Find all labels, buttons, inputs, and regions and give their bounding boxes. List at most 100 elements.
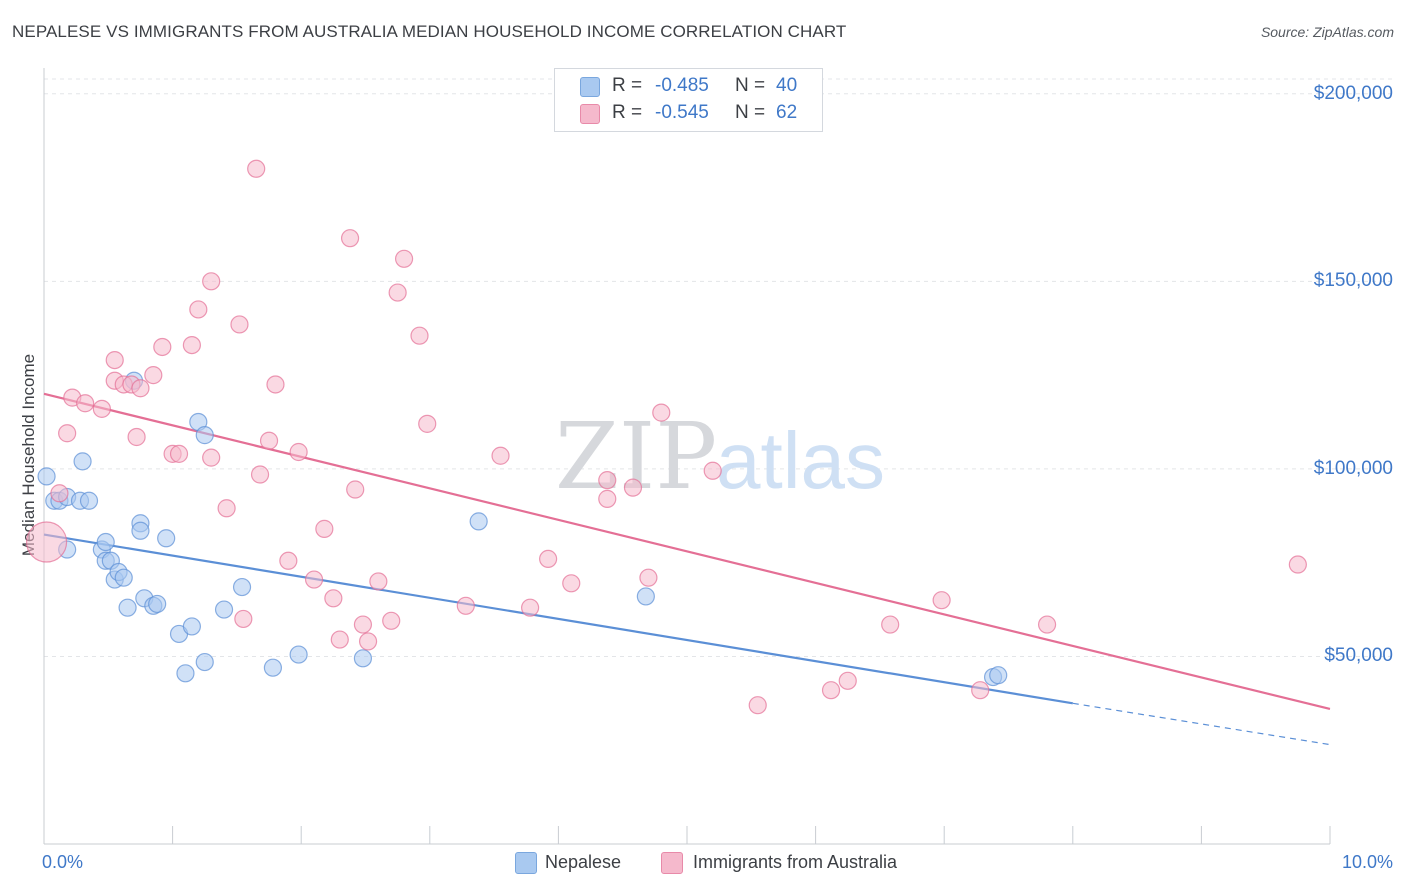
australia-point [652,403,671,422]
trend-line [43,392,1331,711]
stats-n-value: 62 [776,102,798,123]
australia-point [1288,555,1307,574]
australia-point [598,471,617,490]
australia-point [259,431,279,450]
australia-point [369,572,388,591]
stats-swatch-australia [580,104,600,124]
x-tick-label-min: 0.0% [42,852,84,872]
australia-point [748,696,767,715]
australia-point [58,424,77,443]
nepalese-point [131,521,150,540]
trend-lines [43,392,1331,746]
australia-point [346,480,365,499]
stats-swatch-nepalese [580,77,600,97]
nepalese-point [195,652,214,672]
trend-line-extension [1072,702,1331,746]
y-tick-label: $100,000 [1313,457,1393,479]
australia-point [539,549,558,569]
nepalese-point [96,532,115,552]
australia-point [279,551,298,570]
legend-swatch-nepalese [515,852,537,874]
nepalese-point [176,664,195,683]
australia-point [92,399,111,418]
australia-point [418,414,437,433]
y-tick-label: $200,000 [1313,82,1393,104]
australia-point [838,671,857,690]
australia-point [562,574,581,593]
australia-point [353,615,373,634]
legend-label-nepalese: Nepalese [545,852,622,872]
australia-point [456,596,475,615]
nepalese-point [989,666,1008,685]
nepalese-point [353,649,373,668]
australia-point [189,300,208,319]
australia-point [382,611,401,630]
australia-point [234,609,253,629]
australia-point [144,365,163,385]
nepalese-point [157,529,176,548]
australia-point [169,444,189,463]
australia-point [623,478,643,497]
australia-point [971,681,990,700]
y-tick-label: $50,000 [1324,645,1393,667]
nepalese-point [73,452,92,471]
australia-point [230,315,249,334]
stats-r-label: R = [612,75,643,96]
y-tick-label: $150,000 [1313,270,1393,292]
australia-point [639,568,658,587]
australia-point [127,427,146,447]
australia-point [881,615,900,634]
australia-point [76,394,95,413]
australia-point [358,632,378,651]
grid-lines [44,78,1395,657]
nepalese-point [263,658,283,677]
australia-point [388,283,407,302]
australia-point [25,521,68,563]
nepalese-point [636,587,655,606]
nepalese-point [79,491,99,510]
australia-point [202,272,221,291]
australia-point [217,499,236,518]
australia-point [131,379,150,398]
nepalese-point [469,512,488,531]
source-label: Source: ZipAtlas.com [1260,24,1394,40]
legend-swatch-australia [661,852,683,874]
trend-line [43,533,1073,705]
australia-point [202,448,221,467]
nepalese-point [232,577,252,597]
australia-point [315,519,334,538]
nepalese-point [114,568,133,587]
australia-point [153,337,172,357]
australia-point [1037,615,1057,634]
australia-point [521,598,540,617]
australia-point [50,484,69,503]
nepalese-point [118,598,137,617]
australia-point [821,681,841,700]
stats-n-label: N = [735,75,766,96]
legend-label-australia: Immigrants from Australia [693,852,898,872]
australia-point [250,465,270,484]
australia-point [324,589,343,608]
nepalese-point [289,645,308,664]
stats-box: R = -0.485 N = 40 R = -0.545 N = 62 [554,68,823,132]
stats-n-label: N = [735,102,766,123]
australia-point [491,446,510,465]
axes [43,68,1331,845]
nepalese-point [182,617,201,636]
stats-n-value: 40 [776,75,798,96]
australia-point [247,159,266,178]
australia-point [932,591,951,610]
australia-point [410,326,429,345]
australia-point [304,570,324,589]
australia-point [105,350,124,370]
australia-point [289,442,308,462]
australia-point [394,249,414,268]
australia-point [182,335,201,355]
australia-point [330,630,349,649]
stats-r-value: -0.485 [655,75,709,96]
nepalese-point [214,600,234,619]
watermark-atlas: atlas [716,416,885,505]
stats-r-value: -0.545 [655,102,709,123]
australia-point [340,229,360,248]
